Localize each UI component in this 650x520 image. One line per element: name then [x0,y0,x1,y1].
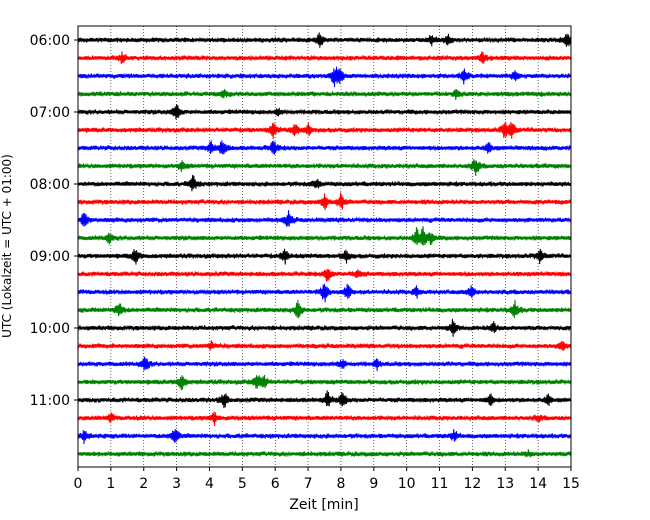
x-tick-label: 13 [496,476,514,492]
x-tick-label: 7 [304,476,313,492]
trace-row-1115 [77,411,572,426]
y-tick-label: 08:00 [30,177,70,193]
y-tick-label: 11:00 [30,393,70,409]
trace-row-0615 [77,51,572,64]
y-axis-label: UTC (Lokalzeit = UTC + 01:00) [0,154,14,338]
trace-row-0700 [77,104,572,120]
trace-row-1145 [77,449,572,458]
trace-row-1100 [77,390,572,408]
trace-row-0730 [77,140,572,155]
trace-row-1030 [77,356,572,372]
trace-row-0715 [77,121,572,140]
trace-row-1000 [77,318,572,337]
y-tick-label: 06:00 [30,33,70,49]
x-axis-label: Zeit [min] [289,497,358,513]
x-tick-label: 11 [431,476,449,492]
trace-row-0930 [77,283,572,303]
trace-row-0915 [77,268,572,282]
x-tick-label: 9 [369,476,378,492]
plot-frame [77,25,572,468]
x-tick-label: 5 [238,476,247,492]
trace-row-1015 [77,340,572,351]
x-tick-label: 15 [562,476,580,492]
x-tick-label: 10 [398,476,416,492]
x-tick-label: 6 [271,476,280,492]
y-tick-label: 10:00 [30,321,70,337]
trace-row-0630 [77,66,572,88]
trace-row-0815 [77,192,572,211]
x-tick-label: 14 [529,476,547,492]
trace-row-0600 [77,32,572,48]
x-tick-label: 2 [139,476,148,492]
x-tick-label: 8 [336,476,345,492]
trace-row-1130 [77,429,572,445]
trace-row-1045 [77,375,572,391]
trace-row-0645 [77,88,572,101]
x-tick-label: 12 [463,476,481,492]
trace-row-0800 [77,174,572,192]
trace-row-0745 [77,159,572,176]
y-tick-label: 07:00 [30,105,70,121]
x-axis: 0 1 2 3 4 5 6 7 8 9 10 11 12 13 14 15 [74,467,580,492]
trace-row-0900 [77,248,572,265]
y-axis: 06:00 07:00 08:00 09:00 10:00 11:00 [30,33,78,409]
trace-row-0845 [77,225,572,246]
x-tick-label: 4 [205,476,214,492]
x-tick-label: 3 [172,476,181,492]
x-tick-label: 1 [106,476,115,492]
x-tick-label: 0 [74,476,83,492]
trace-row-0945 [77,299,572,318]
trace-lines [77,32,572,458]
y-tick-label: 09:00 [30,249,70,265]
trace-row-0830 [77,210,572,227]
